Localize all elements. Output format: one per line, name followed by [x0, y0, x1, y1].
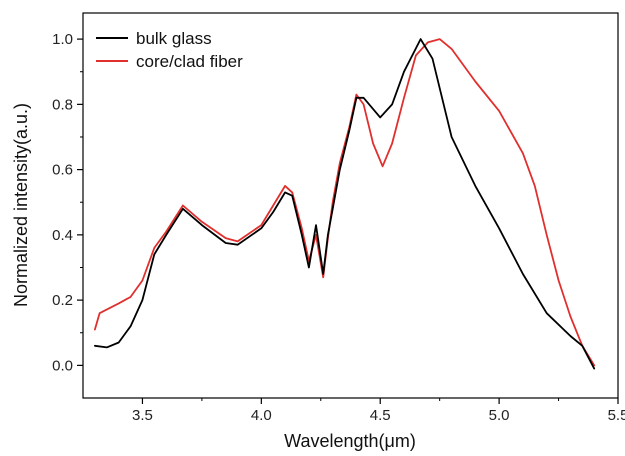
x-axis: 3.5 4.0 4.5 5.0 5.5	[132, 398, 625, 424]
series-line-core-clad-fiber	[94, 38, 596, 367]
series-line-bulk-glass	[94, 38, 596, 370]
x-tick-label: 4.5	[370, 407, 391, 424]
plot-frame	[82, 12, 619, 399]
x-tick-label: 5.5	[608, 407, 625, 424]
legend-label-core-clad-fiber: core/clad fiber	[136, 52, 243, 71]
y-axis-title: Normalized intensity(a.u.)	[11, 103, 31, 307]
x-tick-label: 3.5	[132, 407, 153, 424]
x-tick-label: 4.0	[251, 407, 272, 424]
y-tick-label: 0.8	[52, 96, 73, 113]
y-tick-label: 0.4	[52, 227, 73, 244]
y-axis: 0.0 0.2 0.4 0.6 0.8 1.0	[52, 31, 83, 374]
series-layer	[94, 38, 596, 370]
x-axis-title: Wavelength(μm)	[284, 431, 416, 451]
x-tick-label: 5.0	[489, 407, 510, 424]
y-tick-label: 0.6	[52, 162, 73, 179]
legend-label-bulk-glass: bulk glass	[136, 29, 212, 48]
y-tick-label: 0.2	[52, 292, 73, 309]
legend: bulk glass core/clad fiber	[96, 29, 243, 71]
y-tick-label: 1.0	[52, 31, 73, 48]
y-tick-label: 0.0	[52, 357, 73, 374]
